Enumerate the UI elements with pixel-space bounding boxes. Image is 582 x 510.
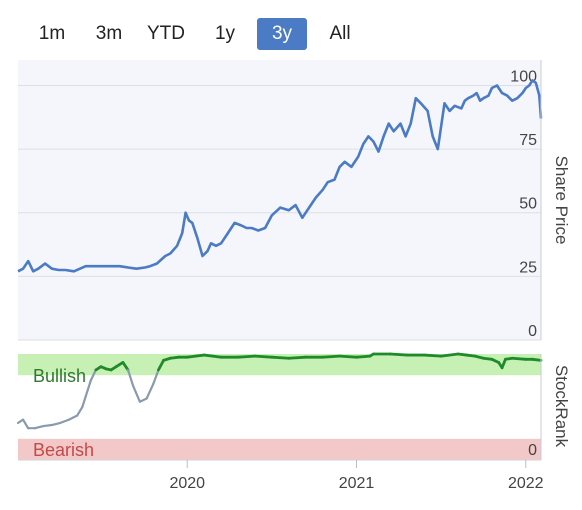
bullish-zone-label: Bullish bbox=[33, 366, 86, 386]
price-y-tick-label: 75 bbox=[519, 132, 537, 149]
price-plot-background bbox=[18, 60, 541, 340]
stockrank-segment bbox=[287, 355, 308, 360]
share-price-line bbox=[17, 79, 543, 273]
stockrank-segment bbox=[531, 357, 543, 362]
stockrank-segment bbox=[422, 353, 443, 358]
rank-y-tick-label: 0 bbox=[528, 442, 537, 459]
rank-y-axis-title: StockRank bbox=[552, 365, 571, 448]
stockrank-segment bbox=[388, 352, 409, 357]
stockrank-line bbox=[16, 352, 543, 430]
stockrank-segment bbox=[121, 361, 130, 372]
stockrank-segment bbox=[473, 354, 485, 360]
stockrank-segment bbox=[67, 414, 79, 421]
x-tick-label: 2021 bbox=[339, 475, 375, 492]
stockrank-segment bbox=[59, 418, 70, 424]
bullish-zone bbox=[18, 354, 541, 376]
stockrank-segment bbox=[500, 357, 507, 370]
stockrank-segment bbox=[152, 368, 160, 385]
stockrank-segment bbox=[89, 368, 97, 382]
stockrank-segment bbox=[321, 354, 341, 359]
price-y-tick-label: 50 bbox=[519, 196, 537, 213]
stockrank-segment bbox=[355, 354, 372, 359]
price-y-axis-title: Share Price bbox=[552, 156, 571, 245]
bearish-zone-label: Bearish bbox=[33, 440, 94, 460]
stockrank-segment bbox=[439, 352, 460, 358]
stockrank-segment bbox=[50, 421, 62, 427]
stockrank-segment bbox=[253, 354, 274, 359]
stockrank-segment bbox=[236, 354, 257, 359]
stockrank-segment bbox=[211, 354, 223, 359]
price-y-tick-labels: 0 25 50 75 100 bbox=[510, 68, 537, 340]
range-ytd-button[interactable]: YTD bbox=[147, 23, 185, 44]
price-y-tick-label: 25 bbox=[519, 259, 537, 276]
range-1y-button[interactable]: 1y bbox=[214, 23, 236, 44]
stockrank-segment bbox=[76, 405, 84, 417]
stockrank-segment bbox=[270, 355, 291, 360]
stockrank-segment bbox=[194, 353, 206, 358]
stockrank-segment bbox=[33, 424, 45, 430]
price-gridlines bbox=[18, 84, 541, 341]
stockrank-segment bbox=[338, 354, 358, 359]
x-tick-label: 2022 bbox=[508, 475, 544, 492]
stockrank-segment bbox=[456, 352, 468, 357]
stockrank-segment bbox=[145, 382, 155, 400]
x-axis-ticks: 2020 2021 2022 bbox=[169, 460, 544, 492]
stockrank-segment bbox=[202, 353, 215, 358]
range-all-button[interactable]: All bbox=[329, 23, 351, 44]
stockrank-segment bbox=[138, 397, 148, 403]
stockrank-segment bbox=[465, 353, 477, 358]
stockrank-segment bbox=[42, 423, 53, 428]
stockrank-segment bbox=[81, 395, 87, 409]
stockrank-segment bbox=[84, 379, 92, 398]
bearish-zone bbox=[18, 438, 541, 460]
range-1m-button[interactable]: 1m bbox=[38, 23, 66, 44]
stockrank-segment bbox=[510, 356, 528, 361]
price-y-tick-label: 0 bbox=[528, 323, 537, 340]
stockrank-segment bbox=[21, 418, 30, 430]
stockrank-segment bbox=[126, 368, 135, 387]
range-3y-button[interactable]: 3y bbox=[257, 18, 307, 50]
price-y-tick-label: 100 bbox=[510, 68, 537, 85]
range-selector: 1m 3m YTD 1y 3y All bbox=[0, 14, 582, 52]
stockrank-segment bbox=[168, 355, 181, 360]
stockrank-segment bbox=[157, 358, 165, 372]
stockrank-segment bbox=[185, 354, 198, 359]
range-3m-button[interactable]: 3m bbox=[95, 23, 123, 44]
stockrank-segment bbox=[482, 356, 494, 361]
stockrank-segment bbox=[131, 384, 141, 403]
x-tick-label: 2020 bbox=[169, 475, 205, 492]
